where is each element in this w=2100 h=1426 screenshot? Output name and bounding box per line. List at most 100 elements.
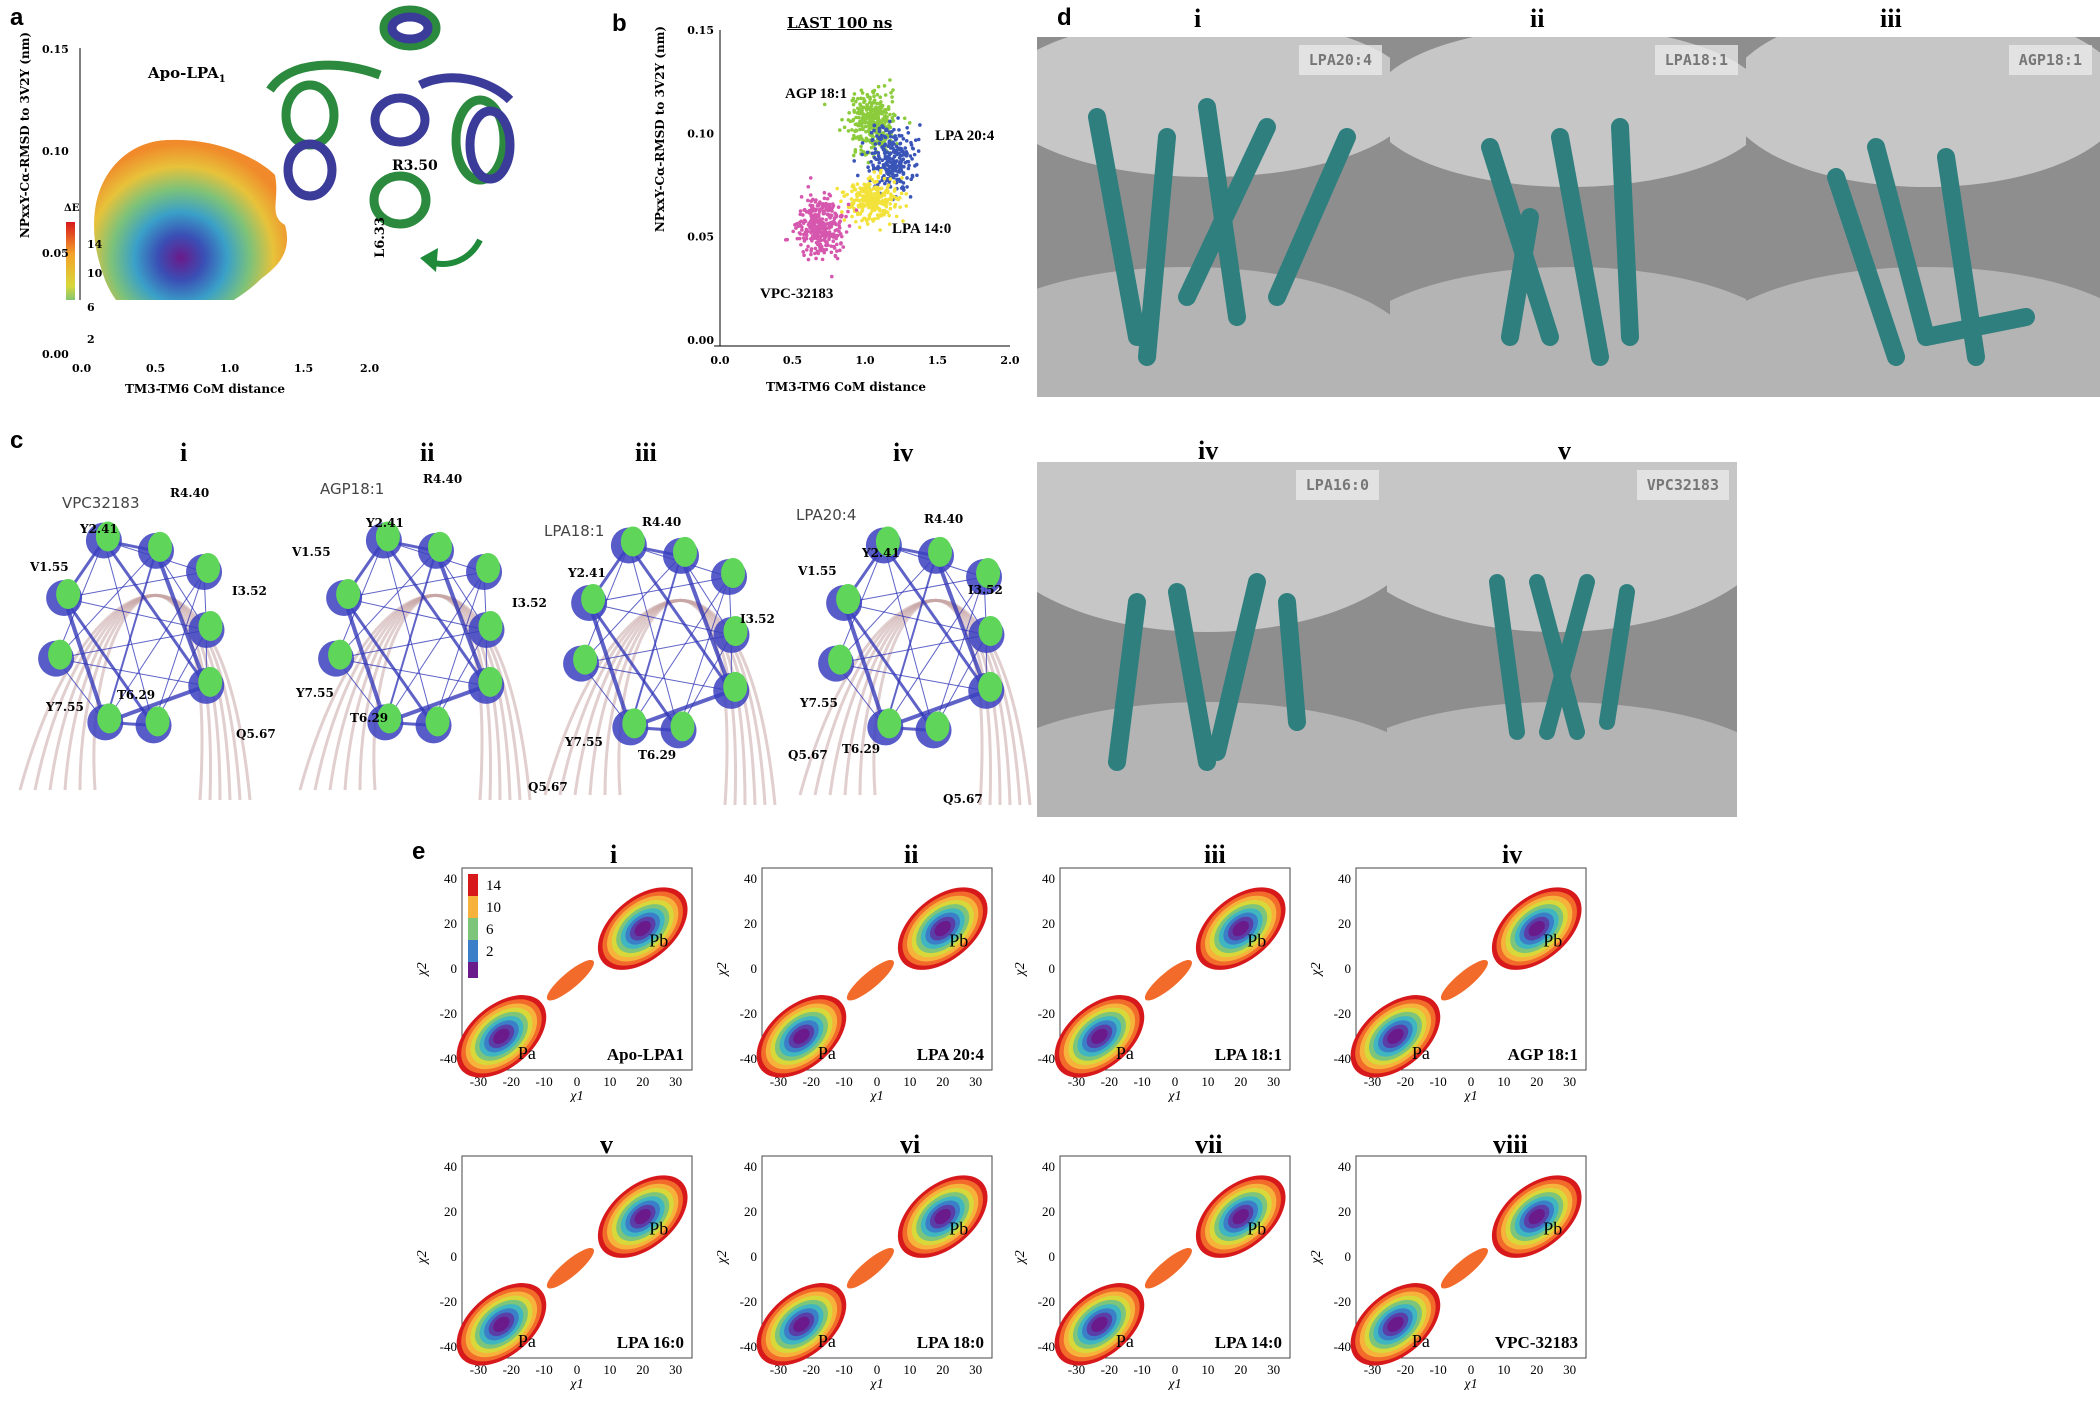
scatter-point	[860, 197, 864, 202]
scatter-point	[867, 187, 872, 192]
scatter-point	[867, 100, 872, 105]
residue-label: Y7.55	[296, 686, 334, 700]
ligand-label: LPA 18:0	[917, 1333, 984, 1352]
network-node-core	[670, 711, 695, 742]
scatter-point	[864, 219, 869, 223]
scatter-point	[829, 274, 834, 279]
scatter-point	[874, 202, 879, 206]
y-tick-label: 0	[751, 1249, 758, 1264]
md-snapshot-d-i: LPA20:4	[1037, 37, 1390, 397]
scatter-point	[896, 116, 900, 120]
network-edge	[678, 576, 730, 731]
network-node-core	[375, 521, 400, 552]
scatter-point	[838, 232, 843, 236]
fes-contour	[1528, 920, 1545, 937]
scatter-point	[856, 135, 860, 139]
state-label-a: Pa	[1412, 1043, 1430, 1063]
scatter-point	[815, 236, 819, 241]
scatter-point	[871, 163, 875, 167]
scatter-point	[890, 129, 894, 134]
scatter-point	[860, 218, 864, 223]
residue-label: Q5.67	[788, 748, 828, 762]
scatter-point	[862, 114, 867, 119]
panel-e-roman: v	[600, 1130, 613, 1159]
scatter-point	[863, 190, 867, 194]
scatter-point	[875, 185, 880, 190]
residue-label: V1.55	[798, 564, 837, 578]
scatter-point	[901, 172, 906, 176]
scatter-point	[822, 196, 827, 201]
scatter-point	[896, 197, 901, 202]
colorbar-e-swatch	[468, 896, 478, 918]
y-tick-label: 0	[451, 1249, 458, 1264]
scatter-point	[880, 145, 884, 149]
scatter-point	[860, 91, 865, 95]
series-label: AGP 18:1	[785, 86, 848, 102]
scatter-point	[914, 162, 919, 167]
scatter-point	[880, 111, 885, 116]
network-edge	[64, 571, 205, 599]
scatter-point	[890, 194, 894, 199]
y-tick-label: 20	[744, 916, 757, 931]
scatter-point	[890, 100, 895, 104]
network-node-core	[723, 616, 748, 646]
y-tick-label: 40	[1338, 1159, 1351, 1174]
y-tick-label: 0	[1049, 1249, 1056, 1264]
scatter-point	[885, 210, 889, 214]
scatter-point	[828, 233, 832, 238]
scatter-point	[900, 185, 905, 189]
scatter-point	[794, 226, 798, 230]
scatter-point	[894, 214, 899, 219]
panel-letter-a: a	[10, 4, 24, 31]
scatter-series	[783, 176, 859, 279]
y-tick-label: 0	[751, 961, 758, 976]
scatter-point	[867, 213, 872, 218]
scatter-point	[809, 252, 813, 257]
scatter-point	[854, 208, 859, 212]
scatter-point	[835, 242, 839, 247]
fes-saddle	[1144, 959, 1192, 1001]
scatter-point	[821, 209, 826, 214]
free-energy-plot: -30 -20 -10 0 10 20 30 40 20 0 -20 -40 χ1 χ2 Pa Pb Apo-L…	[415, 867, 693, 1102]
scatter-point	[825, 197, 830, 201]
x-tick-label: 20	[936, 1074, 949, 1089]
colorbar-e-swatch	[468, 962, 478, 978]
scatter-point	[820, 231, 825, 236]
scatter-point	[882, 148, 887, 152]
scatter-point	[879, 194, 884, 199]
scatter-point	[800, 228, 804, 232]
x-tick-label: -10	[835, 1074, 852, 1089]
panel-d-roman: iv	[1198, 436, 1219, 465]
scatter-point	[898, 179, 902, 184]
scatter-point	[916, 137, 921, 142]
scatter-point	[881, 162, 886, 167]
scatter-point	[861, 97, 866, 101]
network-node-core	[48, 639, 73, 670]
x-tick-label: 1.0	[855, 354, 874, 367]
fes-contour	[634, 920, 651, 937]
scatter-point	[881, 118, 885, 122]
y-tick-label: -40	[740, 1339, 757, 1354]
x-tick-label: -20	[1101, 1362, 1118, 1377]
y-axis-label: χ2	[715, 962, 730, 977]
free-energy-plot: -30 -20 -10 0 10 20 30 40 20 0 -20 -40 χ1 χ2 Pa Pb LPA 1…	[1013, 1155, 1291, 1390]
x-tick-label: -20	[803, 1362, 820, 1377]
scatter-point	[913, 138, 918, 142]
scatter-point	[835, 186, 840, 191]
x-tick-label: -30	[1364, 1074, 1381, 1089]
scatter-point	[818, 201, 823, 206]
panel-e-roman: i	[610, 840, 618, 869]
scatter-point	[866, 176, 871, 181]
scatter-point	[877, 129, 882, 134]
y-tick-label: -40	[1334, 1339, 1351, 1354]
scatter-point	[871, 186, 876, 191]
ligand-name: LPA20:4	[796, 506, 857, 524]
x-tick-label: -30	[770, 1074, 787, 1089]
y-tick-label: 0.15	[687, 24, 714, 37]
scatter-point	[846, 118, 851, 122]
y-tick-label: 0	[1049, 961, 1056, 976]
scatter-point	[890, 95, 894, 99]
y-tick-label: 40	[1042, 1159, 1055, 1174]
scatter-point	[813, 246, 818, 251]
scatter-point	[856, 96, 860, 101]
